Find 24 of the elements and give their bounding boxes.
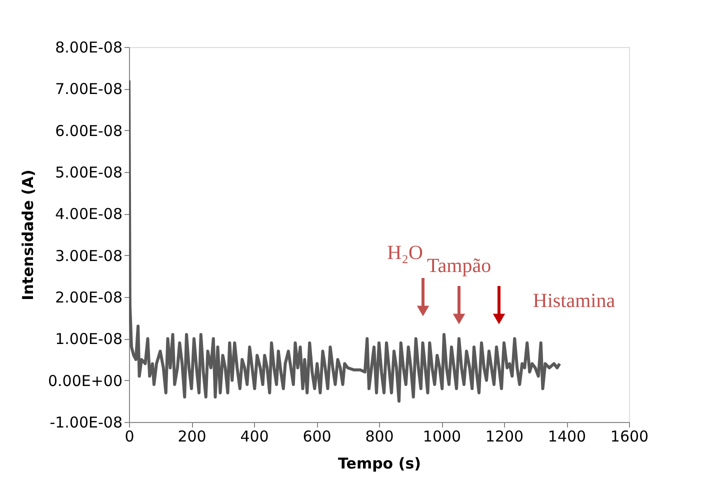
- x-tick-label: 600: [302, 428, 332, 446]
- y-tick-label: 8.00E-08: [55, 38, 122, 56]
- x-tick-label: 0: [124, 428, 134, 446]
- y-tick-label: 6.00E-08: [55, 122, 122, 140]
- y-tick-label: 0.00E+00: [48, 372, 122, 390]
- x-tick-label: 400: [240, 428, 269, 446]
- x-axis-title: Tempo (s): [338, 454, 421, 472]
- x-tick-label: 1000: [422, 428, 462, 446]
- y-tick-label: 5.00E-08: [55, 164, 122, 182]
- x-tick-label: 1600: [610, 428, 649, 446]
- annotation: H₂O: [387, 242, 423, 264]
- y-tick-label: 1.00E-08: [55, 330, 122, 348]
- y-tick-label: 4.00E-08: [55, 205, 122, 224]
- y-axis-title: Intensidade (A): [18, 170, 37, 300]
- y-tick-label: 3.00E-08: [55, 246, 122, 265]
- y-tick-label: -1.00E-08: [50, 414, 122, 432]
- y-tick-label: 2.00E-08: [55, 288, 122, 306]
- x-tick-label: 800: [365, 428, 394, 446]
- y-tick-label: 7.00E-08: [55, 80, 122, 98]
- x-tick-label: 200: [178, 428, 206, 446]
- x-tick-label: 1200: [485, 428, 524, 446]
- annotation: Histamina: [532, 290, 616, 312]
- x-tick-label: 1400: [548, 428, 586, 446]
- annotation: Tampão: [426, 255, 492, 277]
